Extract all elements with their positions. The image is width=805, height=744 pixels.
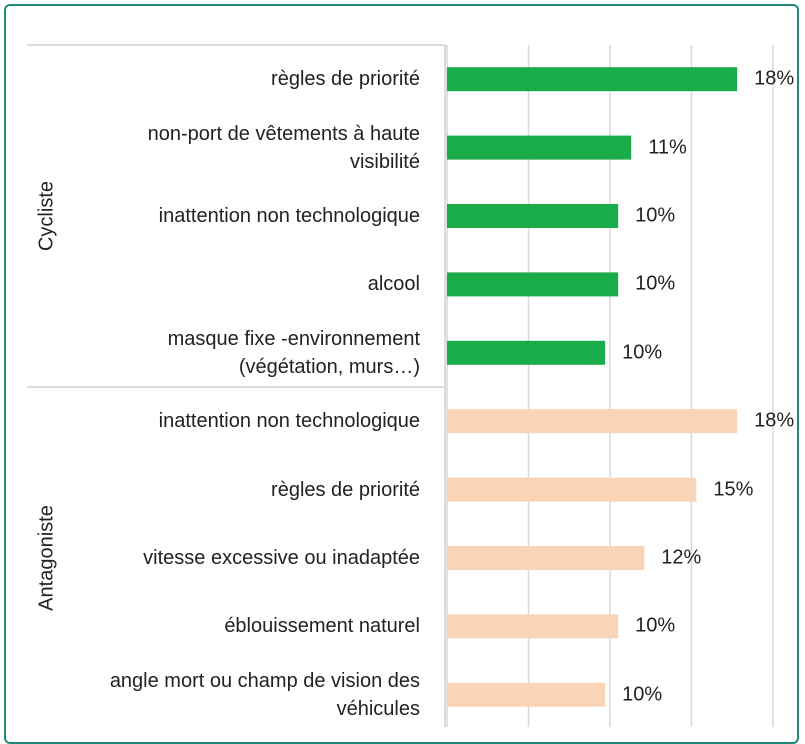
bar: [447, 272, 619, 297]
category-label: non-port de vêtements à haute visibilité: [147, 122, 420, 173]
value-label: 10%: [635, 614, 676, 637]
value-label: 10%: [635, 204, 676, 227]
category-label: alcool: [367, 273, 420, 296]
value-label: 10%: [622, 683, 663, 706]
bar: [447, 477, 697, 502]
bar: [447, 204, 619, 228]
bar: [447, 340, 606, 365]
category-label: règles de priorité: [271, 68, 420, 91]
value-label: 10%: [622, 341, 663, 364]
bar: [447, 682, 606, 707]
value-label: 11%: [648, 136, 687, 159]
category-label: angle mort ou champ de vision des véhicu…: [109, 669, 420, 720]
bar: [447, 409, 738, 434]
value-label: 18%: [754, 67, 795, 90]
category-label: éblouissement naturel: [224, 615, 420, 638]
group-label: Antagoniste: [35, 505, 58, 611]
chart: [27, 44, 774, 727]
category-label: vitesse excessive ou inadaptée: [143, 547, 420, 569]
category-label: inattention non technologique: [158, 205, 420, 227]
group-label: Cycliste: [35, 180, 58, 252]
bar: [447, 135, 632, 160]
page: {"chart_data": {"type": "bar", "orientat…: [4, 4, 799, 744]
value-label: 18%: [754, 409, 795, 432]
value-label: 10%: [635, 272, 676, 295]
bar: [447, 614, 619, 639]
category-label: inattention non technologique: [158, 410, 420, 433]
value-label: 15%: [713, 478, 754, 501]
category-label: masque fixe -environnement (végétation, …: [167, 327, 420, 378]
bar: [447, 546, 645, 570]
value-label: 12%: [661, 546, 702, 569]
category-label: règles de priorité: [271, 478, 420, 501]
bar: [447, 67, 738, 92]
